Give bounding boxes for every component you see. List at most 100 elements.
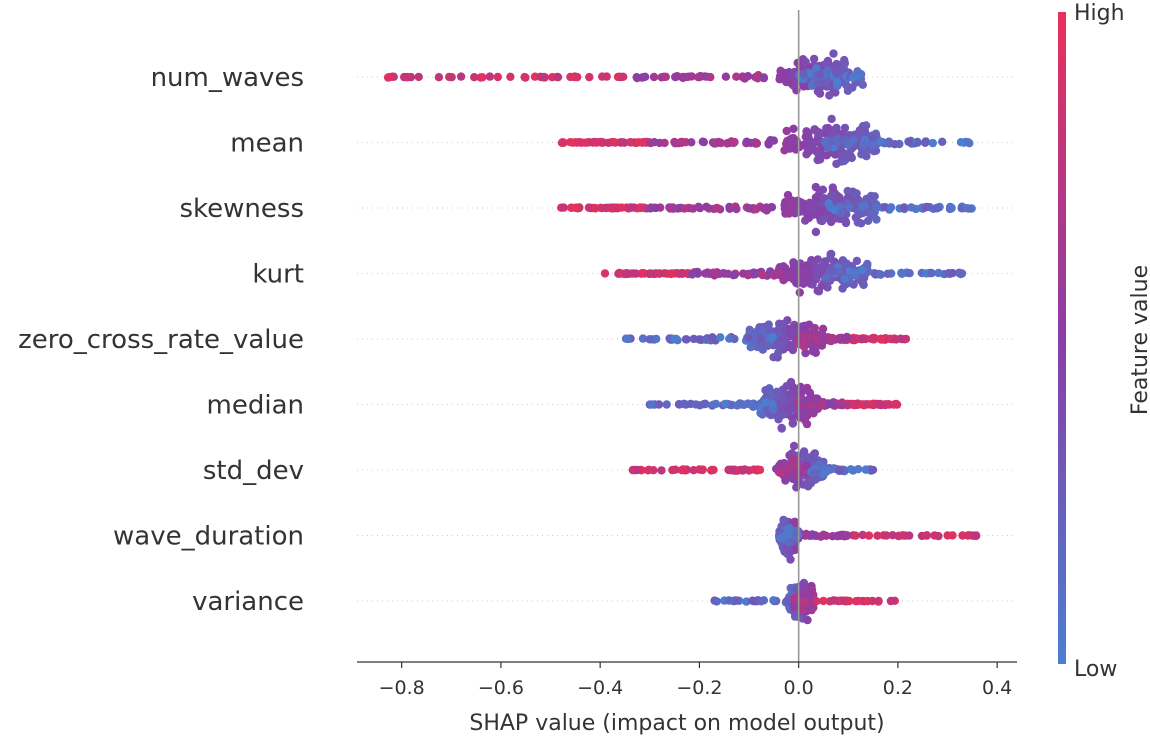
shap-point [816,532,825,541]
shap-point [832,68,841,78]
shap-point [817,400,827,409]
shap-point [732,72,741,81]
shap-point [802,419,812,429]
shap-point [803,212,813,221]
shap-point [699,137,708,147]
shap-point [632,73,642,83]
shap-point [790,461,800,470]
shap-point [601,203,611,213]
shap-point [807,81,817,91]
feature-label: variance [192,587,304,617]
shap-point [858,335,867,344]
shap-point [858,530,867,540]
shap-point [779,276,788,285]
shap-point [576,138,586,147]
shap-point [676,269,685,278]
shap-point [817,281,826,290]
shap-point [809,54,819,64]
shap-point [860,126,869,135]
feature-label: num_waves [151,63,304,93]
shap-point [649,466,658,475]
shap-point [756,597,766,606]
shap-point [777,423,786,433]
shap-point [713,204,722,213]
shap-point [963,531,972,540]
colorbar-low-label: Low [1074,657,1117,682]
shap-point [553,72,563,82]
shap-point [811,227,821,237]
shap-point [885,400,894,409]
shap-point [859,279,868,289]
shap-point [772,387,782,396]
shap-point [585,203,594,213]
shap-point [756,334,766,343]
shap-point [724,596,734,605]
points-skewness [557,182,976,237]
shap-point [829,49,838,58]
shap-point [827,399,837,409]
shap-point [956,138,966,147]
shap-point [843,531,852,540]
shap-point [811,394,820,403]
shap-point [883,269,892,278]
shap-point [694,202,703,211]
shap-point [796,198,805,207]
shap-point [854,465,863,474]
shap-point [779,515,788,525]
shap-point [837,398,847,407]
shap-point [434,73,444,82]
shap-point [825,91,834,100]
shap-point [709,465,718,475]
shap-point [886,203,896,212]
shap-point [815,70,824,79]
shap-point [780,531,790,540]
shap-point [867,334,876,343]
shap-point [833,60,842,69]
shap-point [758,270,767,280]
shap-point [897,334,906,344]
shap-point [682,72,692,82]
points-median [645,377,902,433]
shap-point [835,465,844,475]
shap-point [796,601,805,610]
shap-point [521,73,530,82]
shap-point [769,136,778,145]
shap-point [875,137,885,146]
shap-point [711,399,721,409]
shap-point [679,399,689,409]
shap-point [840,123,850,133]
shap-point [745,400,755,409]
points-wave_duration [775,515,981,564]
shap-point [720,399,730,409]
shap-point [962,204,972,213]
shap-point [839,156,849,166]
shap-point [863,216,873,225]
shap-point [892,400,902,409]
shap-point [822,151,831,160]
shap-point [789,124,798,133]
shap-point [798,273,807,282]
shap-point [811,348,820,357]
shap-point [803,479,812,488]
shap-point [645,335,654,344]
shap-point [840,274,849,284]
x-axis: −0.8 −0.6 −0.4 −0.2 0.0 0.2 0.4 [357,661,1017,699]
shap-point [788,382,797,392]
shap-point [955,268,964,278]
shap-point [827,191,836,201]
shap-point [841,333,850,343]
shap-point [814,129,824,138]
shap-point [657,466,666,475]
points-zero_cross_rate_value [621,316,911,362]
feature-label: zero_cross_rate_value [18,325,304,355]
shap-point [414,72,423,82]
shap-point [802,127,811,136]
shap-point [830,205,840,215]
shap-point [835,267,844,277]
shap-point [682,335,691,344]
shap-point [836,208,846,218]
shap-point [842,260,851,269]
